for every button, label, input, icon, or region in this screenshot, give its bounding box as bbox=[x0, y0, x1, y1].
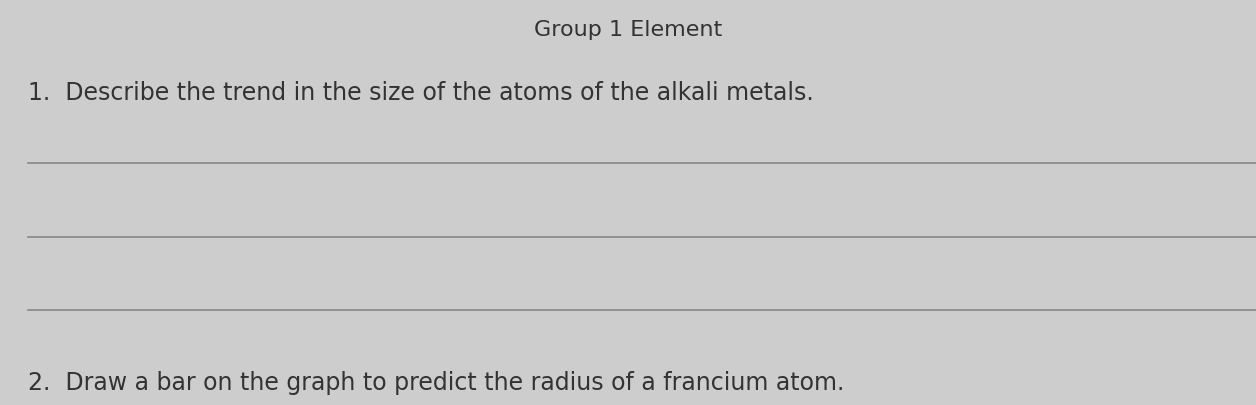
Text: 2.  Draw a bar on the graph to predict the radius of a francium atom.: 2. Draw a bar on the graph to predict th… bbox=[28, 371, 844, 394]
Text: Group 1 Element: Group 1 Element bbox=[534, 20, 722, 40]
Text: 1.  Describe the trend in the size of the atoms of the alkali metals.: 1. Describe the trend in the size of the… bbox=[28, 81, 814, 105]
